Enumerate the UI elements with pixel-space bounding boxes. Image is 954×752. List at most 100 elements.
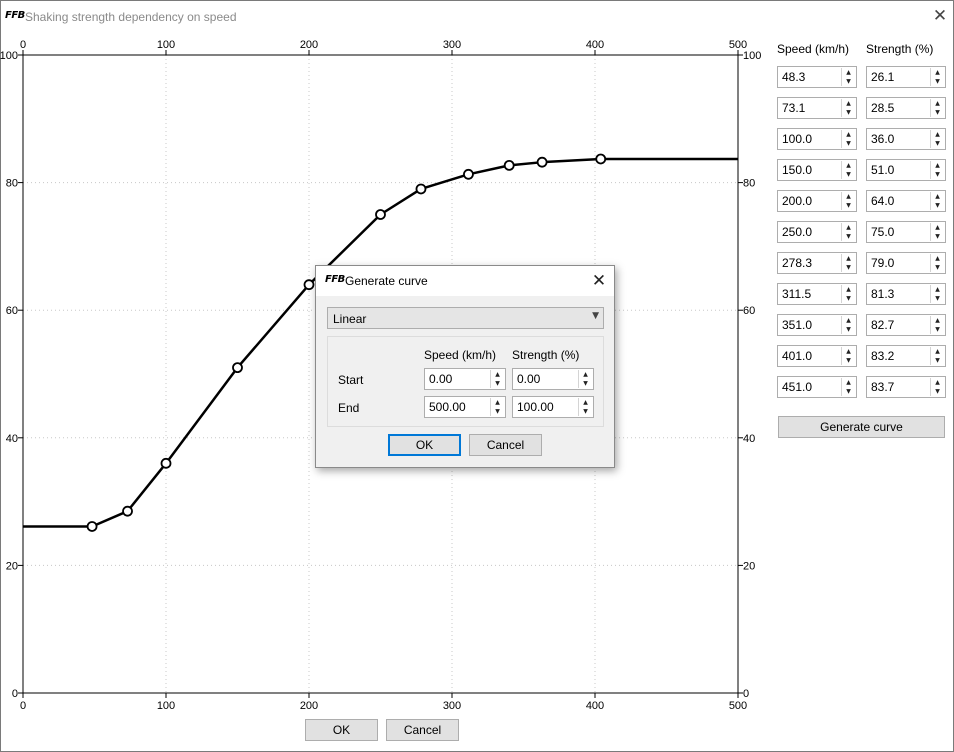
strength-spinbox[interactable]: 51.0 ▲ ▼ — [866, 159, 946, 181]
strength-spinbox[interactable]: 28.5 ▲ ▼ — [866, 97, 946, 119]
strength-spinbox[interactable]: 79.0 ▲ ▼ — [866, 252, 946, 274]
spin-down-icon[interactable]: ▼ — [846, 109, 851, 116]
curve-point[interactable] — [536, 156, 548, 168]
spin-down-icon[interactable]: ▼ — [846, 78, 851, 85]
dialog-cancel-button[interactable]: Cancel — [469, 434, 542, 456]
end-strength-spinbox[interactable]: 100.00 ▲ ▼ — [512, 396, 594, 418]
end-speed-spinbox[interactable]: 500.00 ▲ ▼ — [424, 396, 506, 418]
spin-down-icon[interactable]: ▼ — [495, 380, 500, 387]
spin-up-icon[interactable]: ▲ — [935, 162, 940, 169]
start-speed-spinbox[interactable]: 0.00 ▲ ▼ — [424, 368, 506, 390]
spin-up-icon[interactable]: ▲ — [846, 131, 851, 138]
spin-up-icon[interactable]: ▲ — [935, 317, 940, 324]
spin-down-icon[interactable]: ▼ — [935, 326, 940, 333]
curve-point[interactable] — [503, 159, 515, 171]
speed-spinbox[interactable]: 278.3 ▲ ▼ — [777, 252, 857, 274]
spin-down-icon[interactable]: ▼ — [846, 233, 851, 240]
spin-down-icon[interactable]: ▼ — [935, 388, 940, 395]
spin-up-icon[interactable]: ▲ — [935, 348, 940, 355]
spin-up-icon[interactable]: ▲ — [935, 286, 940, 293]
spin-up-icon[interactable]: ▲ — [846, 286, 851, 293]
curve-type-dropdown[interactable]: Linear ▼ — [327, 307, 604, 329]
spin-down-icon[interactable]: ▼ — [846, 357, 851, 364]
x-tick-label-bottom: 300 — [443, 700, 461, 712]
strength-spinbox[interactable]: 82.7 ▲ ▼ — [866, 314, 946, 336]
speed-spinbox-value: 48.3 — [782, 70, 806, 84]
spin-down-icon[interactable]: ▼ — [935, 140, 940, 147]
speed-spinbox[interactable]: 311.5 ▲ ▼ — [777, 283, 857, 305]
spin-down-icon[interactable]: ▼ — [935, 109, 940, 116]
strength-spinbox[interactable]: 75.0 ▲ ▼ — [866, 221, 946, 243]
strength-spinbox-value: 28.5 — [871, 101, 895, 115]
speed-spinbox[interactable]: 401.0 ▲ ▼ — [777, 345, 857, 367]
spin-up-icon[interactable]: ▲ — [935, 100, 940, 107]
speed-spinbox[interactable]: 351.0 ▲ ▼ — [777, 314, 857, 336]
spin-down-icon[interactable]: ▼ — [846, 326, 851, 333]
speed-spinbox[interactable]: 250.0 ▲ ▼ — [777, 221, 857, 243]
cancel-button[interactable]: Cancel — [386, 719, 459, 741]
spin-up-icon[interactable]: ▲ — [495, 399, 500, 406]
spin-up-icon[interactable]: ▲ — [935, 193, 940, 200]
spin-down-icon[interactable]: ▼ — [846, 388, 851, 395]
dialog-close-icon[interactable]: ✕ — [591, 271, 607, 291]
curve-point[interactable] — [122, 505, 133, 517]
strength-spinbox[interactable]: 64.0 ▲ ▼ — [866, 190, 946, 212]
speed-spinbox[interactable]: 451.0 ▲ ▼ — [777, 376, 857, 398]
generate-curve-button[interactable]: Generate curve — [778, 416, 945, 438]
start-strength-spinbox[interactable]: 0.00 ▲ ▼ — [512, 368, 594, 390]
spin-up-icon[interactable]: ▲ — [846, 100, 851, 107]
strength-spinbox[interactable]: 81.3 ▲ ▼ — [866, 283, 946, 305]
speed-spinbox[interactable]: 150.0 ▲ ▼ — [777, 159, 857, 181]
spin-up-icon[interactable]: ▲ — [583, 399, 588, 406]
spin-up-icon[interactable]: ▲ — [846, 317, 851, 324]
spin-down-icon[interactable]: ▼ — [846, 140, 851, 147]
strength-spinbox[interactable]: 36.0 ▲ ▼ — [866, 128, 946, 150]
spin-down-icon[interactable]: ▼ — [846, 171, 851, 178]
speed-spinbox[interactable]: 48.3 ▲ ▼ — [777, 66, 857, 88]
speed-spinbox[interactable]: 73.1 ▲ ▼ — [777, 97, 857, 119]
spin-down-icon[interactable]: ▼ — [583, 408, 588, 415]
spin-up-icon[interactable]: ▲ — [846, 348, 851, 355]
spin-down-icon[interactable]: ▼ — [935, 78, 940, 85]
speed-spinbox[interactable]: 100.0 ▲ ▼ — [777, 128, 857, 150]
spin-up-icon[interactable]: ▲ — [935, 69, 940, 76]
spin-up-icon[interactable]: ▲ — [583, 371, 588, 378]
spin-down-icon[interactable]: ▼ — [935, 264, 940, 271]
spin-up-icon[interactable]: ▲ — [846, 224, 851, 231]
spin-up-icon[interactable]: ▲ — [846, 162, 851, 169]
speed-spinbox[interactable]: 200.0 ▲ ▼ — [777, 190, 857, 212]
spin-down-icon[interactable]: ▼ — [935, 171, 940, 178]
spin-down-icon[interactable]: ▼ — [583, 380, 588, 387]
curve-point[interactable] — [595, 153, 607, 165]
spin-down-icon[interactable]: ▼ — [935, 295, 940, 302]
spin-up-icon[interactable]: ▲ — [495, 371, 500, 378]
spin-up-icon[interactable]: ▲ — [846, 255, 851, 262]
spin-down-icon[interactable]: ▼ — [846, 202, 851, 209]
curve-point[interactable] — [86, 521, 98, 532]
spin-down-icon[interactable]: ▼ — [846, 295, 851, 302]
spin-down-icon[interactable]: ▼ — [935, 202, 940, 209]
curve-point[interactable] — [232, 362, 243, 374]
spin-up-icon[interactable]: ▲ — [846, 193, 851, 200]
spin-up-icon[interactable]: ▲ — [935, 379, 940, 386]
spin-up-icon[interactable]: ▲ — [935, 255, 940, 262]
curve-point[interactable] — [160, 457, 172, 469]
strength-spinbox[interactable]: 83.2 ▲ ▼ — [866, 345, 946, 367]
strength-spinbox[interactable]: 83.7 ▲ ▼ — [866, 376, 946, 398]
curve-point[interactable] — [415, 183, 427, 195]
strength-spinbox[interactable]: 26.1 ▲ ▼ — [866, 66, 946, 88]
ok-button[interactable]: OK — [305, 719, 378, 741]
spin-up-icon[interactable]: ▲ — [935, 131, 940, 138]
curve-point[interactable] — [375, 209, 386, 220]
spin-down-icon[interactable]: ▼ — [935, 233, 940, 240]
spin-down-icon[interactable]: ▼ — [495, 408, 500, 415]
spin-up-icon[interactable]: ▲ — [846, 379, 851, 386]
curve-point[interactable] — [463, 168, 474, 180]
spin-up-icon[interactable]: ▲ — [935, 224, 940, 231]
spin-up-icon[interactable]: ▲ — [846, 69, 851, 76]
close-icon[interactable]: ✕ — [932, 6, 948, 26]
curve-point[interactable] — [303, 279, 315, 291]
spin-down-icon[interactable]: ▼ — [846, 264, 851, 271]
dialog-ok-button[interactable]: OK — [388, 434, 461, 456]
spin-down-icon[interactable]: ▼ — [935, 357, 940, 364]
